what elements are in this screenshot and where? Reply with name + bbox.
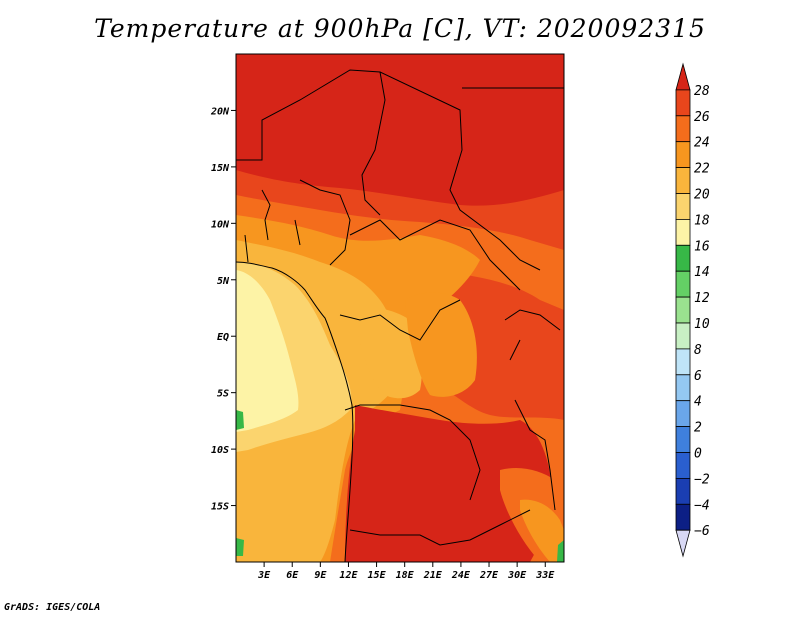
lon-tick-label: 27E — [479, 570, 499, 581]
border-car — [349, 219, 521, 291]
lon-tick-label: 9E — [314, 570, 327, 581]
colorbar-label: 18 — [694, 213, 710, 228]
map-frame — [235, 53, 565, 563]
lat-tick-label: 15S — [211, 502, 229, 513]
colorbar-label: −2 — [694, 472, 710, 487]
border-drc-angola — [344, 404, 481, 501]
coastline — [236, 261, 354, 562]
lat-tick-label: EQ — [217, 332, 229, 343]
colorbar-swatch — [675, 62, 691, 91]
field-14-spot-west — [236, 410, 244, 430]
colorbar-label: 2 — [694, 421, 702, 436]
colorbar-label: 10 — [694, 317, 710, 332]
field-22-basin — [405, 292, 477, 397]
colorbar-swatch — [675, 218, 691, 246]
field-14-spot-south — [236, 538, 244, 556]
colorbar-swatch — [675, 89, 691, 117]
colorbar-label: −4 — [694, 498, 710, 513]
colorbar-swatch — [675, 193, 691, 220]
colorbar-swatch — [675, 374, 691, 402]
border-great-lakes — [504, 309, 561, 511]
colorbar-swatch — [675, 503, 691, 531]
lat-tick-label: 20N — [210, 106, 230, 117]
colorbar-swatch — [675, 115, 691, 143]
colorbar-label: 20 — [694, 188, 710, 203]
lat-tick-label: 10S — [211, 445, 229, 456]
colorbar-swatch — [675, 244, 691, 272]
colorbar-label: 8 — [694, 343, 702, 358]
colorbar-label: 6 — [694, 369, 702, 384]
colorbar-swatch — [675, 348, 691, 376]
lat-tick-label: 10N — [211, 219, 230, 230]
field-22-southeast — [520, 499, 564, 562]
lat-axis: 20N 15N 10N 5N EQ 5S 10S 15S — [210, 106, 236, 513]
colorbar-label: 24 — [694, 136, 710, 151]
chart-title: Temperature at 900hPa [C], VT: 202009231… — [94, 14, 706, 43]
lon-tick-label: 30E — [507, 570, 527, 581]
colorbar-swatch — [675, 296, 691, 324]
lon-tick-label: 3E — [257, 570, 271, 581]
border-namibia — [349, 509, 531, 546]
colorbar-label: 26 — [694, 110, 710, 125]
footer-credit: GrADS: IGES/COLA — [4, 602, 101, 613]
colorbar-label: 22 — [694, 162, 710, 177]
colorbar-label: 28 — [694, 84, 710, 99]
border-benin-togo — [244, 189, 271, 263]
colorbar-label: 14 — [694, 265, 710, 280]
field-14-spot-southeast — [557, 540, 564, 562]
lon-tick-label: 24E — [451, 570, 471, 581]
colorbar-label: −6 — [694, 524, 710, 539]
colorbar-swatch — [675, 477, 691, 505]
colorbar-label: 12 — [694, 291, 710, 306]
temperature-field — [236, 54, 564, 562]
field-16-band — [236, 270, 299, 432]
lon-tick-label: 15E — [368, 570, 387, 581]
border-nigeria-cameroon — [294, 179, 351, 266]
lon-tick-label: 21E — [423, 570, 443, 581]
lat-tick-label: 5S — [217, 389, 229, 400]
colorbar-label: 4 — [694, 395, 702, 410]
colorbar-swatch — [675, 529, 691, 558]
colorbar-swatch — [675, 426, 691, 453]
colorbar-swatch — [675, 141, 691, 168]
boundaries — [236, 69, 564, 562]
border-congo — [339, 299, 461, 341]
lon-tick-label: 12E — [339, 570, 358, 581]
field-28-south — [345, 405, 552, 562]
field-20-basin — [358, 308, 422, 399]
lat-tick-label: 15N — [211, 163, 230, 174]
colorbar-swatch — [675, 452, 691, 479]
colorbar-swatch — [675, 167, 691, 194]
colorbar-swatch — [675, 400, 691, 428]
lat-tick-label: 5N — [217, 276, 230, 287]
colorbar-label: 0 — [694, 447, 702, 462]
lon-tick-label: 18E — [396, 570, 415, 581]
lon-tick-label: 6E — [286, 570, 299, 581]
colorbar-swatch — [675, 270, 691, 298]
colorbar-label: 16 — [694, 239, 710, 254]
lon-tick-label: 33E — [535, 570, 555, 581]
lon-axis: 3E 6E 9E 12E 15E 18E 21E 24E 27E 30E 33E — [257, 562, 555, 581]
border-libya-chad-sudan — [379, 71, 541, 271]
colorbar-swatch — [675, 322, 691, 350]
